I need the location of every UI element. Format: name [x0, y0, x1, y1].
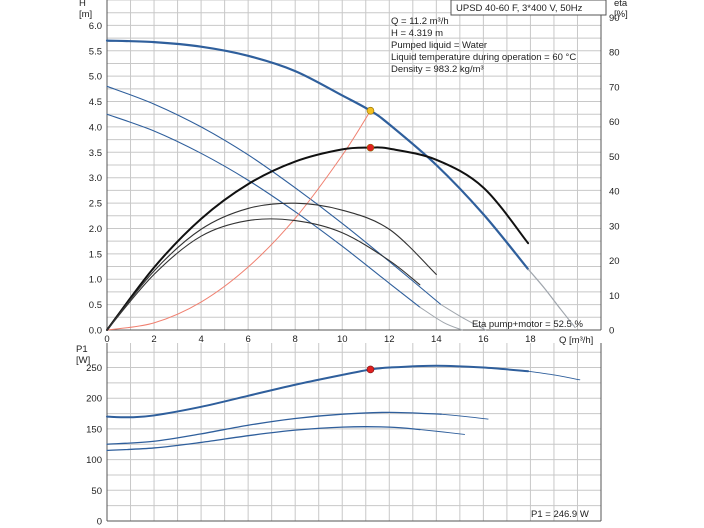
- y2-tick-label-eta: 80: [609, 48, 620, 59]
- y-tick-label-p1: 200: [86, 394, 102, 405]
- y-tick-label-h: 3.5: [89, 148, 102, 159]
- series-h-speed-1: [106, 113, 421, 308]
- y-tick-label-h: 0.0: [89, 326, 102, 337]
- title-box: [450, 0, 607, 16]
- y-tick-label-h: 5.0: [89, 72, 102, 83]
- x-tick-label: 4: [198, 334, 203, 345]
- y2-axis-label-eta: eta: [614, 0, 628, 9]
- x-tick-label: 14: [431, 334, 442, 345]
- y2-tick-label-eta: 0: [609, 326, 614, 337]
- p1-footer-label: P1 = 246.9 W: [531, 509, 589, 520]
- series-p1-speed-2: [106, 411, 442, 445]
- points-layer: [366, 106, 375, 374]
- x-tick-label: 12: [384, 334, 395, 345]
- info-line-temperature: Liquid temperature during operation = 60…: [391, 52, 576, 63]
- y-tick-label-h: 1.0: [89, 275, 102, 286]
- x-tick-label: 2: [151, 334, 156, 345]
- series-p1-speed-3: [106, 364, 530, 419]
- series-eta-speed-3: [106, 146, 530, 331]
- y-axis-label-p1: P1: [76, 344, 88, 355]
- y-axis-unit-p1: [W]: [76, 355, 90, 366]
- y2-tick-label-eta: 50: [609, 152, 620, 163]
- x-tick-label: 8: [293, 334, 298, 345]
- series-system-curve: [106, 110, 371, 331]
- info-line-flow: Q = 11.2 m³/h: [391, 16, 449, 27]
- y-tick-label-p1: 50: [91, 486, 102, 497]
- series-p1-speed-1: [106, 426, 421, 452]
- y2-tick-label-eta: 70: [609, 82, 620, 93]
- marker-duty-point-p1: [366, 365, 375, 374]
- series-eta-speed-2: [106, 202, 437, 331]
- series-h-speed-2: [106, 85, 442, 306]
- y-tick-label-h: 4.0: [89, 122, 102, 133]
- y-axis-label-h: H: [79, 0, 86, 9]
- y-tick-label-p1: 0: [97, 517, 102, 528]
- y2-tick-label-eta: 90: [609, 13, 620, 24]
- y-tick-label-p1: 100: [86, 455, 102, 466]
- y2-tick-label-eta: 10: [609, 291, 620, 302]
- series-p1-speed-3-extension: [527, 370, 581, 381]
- y-tick-label-p1: 150: [86, 424, 102, 435]
- chart-title: UPSD 40-60 F, 3*400 V, 50Hz: [456, 3, 583, 14]
- x-tick-label: 6: [245, 334, 250, 345]
- y-tick-label-h: 6.0: [89, 21, 102, 32]
- y2-tick-label-eta: 60: [609, 117, 620, 128]
- y-tick-label-h: 2.0: [89, 224, 102, 235]
- y-tick-label-h: 3.0: [89, 173, 102, 184]
- info-line-liquid: Pumped liquid = Water: [391, 40, 487, 51]
- y-tick-label-p1: 250: [86, 363, 102, 374]
- x-axis-label-q: Q [m³/h]: [559, 335, 593, 346]
- y2-axis-unit-eta: [%]: [614, 9, 628, 20]
- marker-duty-point-eta: [366, 143, 375, 152]
- y-axis-unit-h: [m]: [79, 9, 92, 20]
- x-tick-label: 16: [478, 334, 489, 345]
- series-p1-speed-1-extension: [419, 429, 466, 435]
- y-tick-label-h: 5.5: [89, 46, 102, 57]
- series-h-speed-2-extension: [440, 304, 487, 331]
- y2-tick-label-eta: 20: [609, 256, 620, 267]
- info-line-density: Density = 983.2 kg/m³: [391, 64, 484, 75]
- y-tick-label-h: 0.5: [89, 300, 102, 311]
- series-h-speed-3: [105, 39, 530, 271]
- series-p1-speed-2-extension: [440, 413, 489, 420]
- series-layer: [105, 39, 581, 452]
- series-eta-speed-1: [106, 218, 421, 331]
- grid-bottom: [106, 343, 602, 522]
- x-tick-label: 10: [337, 334, 348, 345]
- x-tick-label: 0: [104, 334, 109, 345]
- y2-tick-label-eta: 30: [609, 221, 620, 232]
- grid-top: [106, 0, 602, 331]
- y-tick-label-h: 1.5: [89, 249, 102, 260]
- eta-footer-label: Eta pump+motor = 52.5 %: [472, 319, 583, 330]
- ticks-layer: 0 2 4 6 8 10 12 14 16 18 0.0 0.5 1.0 1.5 2.0 2.5 3.0 3.5 4…: [86, 13, 619, 528]
- info-line-head: H = 4.319 m: [391, 28, 443, 39]
- x-tick-label: 18: [525, 334, 536, 345]
- axes: [106, 0, 602, 522]
- marker-duty-point-h: [366, 106, 375, 115]
- y-tick-label-h: 4.5: [89, 97, 102, 108]
- series-h-speed-3-extension: [527, 268, 576, 329]
- series-h-speed-1-extension: [419, 306, 463, 331]
- y2-tick-label-eta: 40: [609, 187, 620, 198]
- y-tick-label-h: 2.5: [89, 199, 102, 210]
